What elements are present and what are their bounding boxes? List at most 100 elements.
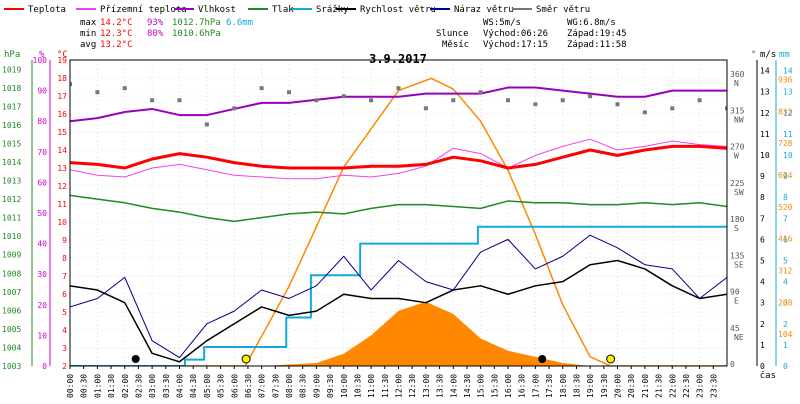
legend-label-2: Vlhkost — [198, 5, 236, 15]
tick-degc: 9 — [62, 236, 67, 245]
tick-x: 13:00 — [422, 374, 431, 398]
tick-x: 11:30 — [381, 374, 390, 398]
wind-direction-point-0 — [70, 82, 72, 87]
tick-hpa: 1014 — [2, 158, 21, 167]
legend: Teplota Přízemní teplota Vlhkost Tlak Srážky… — [4, 5, 590, 15]
series-sun-measured-area — [70, 301, 727, 366]
wind-direction-point-16 — [506, 98, 510, 103]
tick-x: 04:30 — [189, 374, 198, 398]
stats-avg-temp: 13.2°C — [100, 40, 133, 50]
tick-x: 23:30 — [709, 374, 718, 398]
legend-label-3: Tlak — [272, 5, 294, 15]
plot-area — [70, 77, 727, 366]
tick-ms: 2 — [760, 320, 765, 329]
tick-dir-name: NE — [734, 333, 744, 342]
tick-x: 16:30 — [518, 374, 527, 398]
tick-x: 17:00 — [531, 374, 540, 398]
tick-ms: 5 — [760, 256, 765, 265]
tick-ms: 11 — [760, 130, 770, 139]
tick-x: 22:30 — [682, 374, 691, 398]
tick-x: 10:30 — [353, 374, 362, 398]
tick-dir-name: N — [734, 79, 739, 88]
tick-pct: 90 — [37, 87, 47, 96]
tick-x: 05:00 — [203, 374, 212, 398]
series-line-sr-ky — [70, 225, 727, 366]
tick-x: 15:30 — [490, 374, 499, 398]
tick-dir: 135 — [730, 251, 745, 260]
tick-hpa: 1005 — [2, 325, 21, 334]
wind-direction-point-15 — [478, 90, 483, 95]
moonrise-marker — [538, 355, 547, 363]
tick-hpa: 1009 — [2, 251, 21, 260]
tick-pct: 50 — [37, 209, 47, 218]
axis-label-dir: ° — [751, 50, 756, 60]
tick-x: 03:30 — [162, 374, 171, 398]
tick-degc: 14 — [57, 146, 67, 155]
tick-pct: 100 — [33, 56, 48, 65]
wind-direction-point-24 — [725, 106, 727, 111]
tick-mm: 6 — [783, 235, 788, 244]
wind-direction-point-2 — [122, 86, 127, 91]
stats-max-press: 1012.7hPa — [172, 18, 221, 28]
wind-direction-point-11 — [369, 98, 374, 103]
tick-degc: 19 — [57, 56, 67, 65]
tick-mm: 10 — [783, 151, 793, 160]
sunrise-marker — [241, 354, 251, 364]
tick-x: 01:00 — [93, 374, 102, 398]
tick-degc: 13 — [57, 164, 67, 173]
tick-mm: 3 — [783, 299, 788, 308]
wind-direction-point-9 — [314, 98, 319, 103]
tick-x: 14:30 — [463, 374, 472, 398]
tick-sun: 728 — [778, 139, 793, 148]
tick-ms: 10 — [760, 151, 770, 160]
series-line-p-zemn-teplota — [70, 138, 727, 180]
tick-x: 14:00 — [449, 374, 458, 398]
tick-mm: 4 — [783, 278, 788, 287]
stats-max-temp: 14.2°C — [100, 18, 133, 28]
tick-sun: 416 — [778, 235, 793, 244]
tick-degc: 17 — [57, 92, 67, 101]
tick-x: 07:30 — [271, 374, 280, 398]
tick-hpa: 1007 — [2, 288, 21, 297]
legend-label-0: Teplota — [28, 5, 66, 15]
tick-hpa: 1010 — [2, 232, 21, 241]
wind-direction-point-12 — [396, 86, 401, 91]
tick-mm: 8 — [783, 193, 788, 202]
wind-direction-point-10 — [341, 94, 346, 99]
tick-dir-name: W — [734, 152, 739, 161]
tick-pct: 60 — [37, 178, 47, 187]
tick-dir: 360 — [730, 70, 745, 79]
tick-sun: 104 — [778, 330, 793, 339]
tick-x: 05:30 — [217, 374, 226, 398]
stats-panel: max 14.2°C 93% 1012.7hPa 6.6mm min 12.3°… — [80, 18, 627, 50]
tick-hpa: 1013 — [2, 177, 21, 186]
tick-pct: 30 — [37, 270, 47, 279]
tick-x: 06:00 — [230, 374, 239, 398]
tick-x: 12:00 — [395, 374, 404, 398]
tick-x: 01:30 — [107, 374, 116, 398]
series-line-slune-n-z-en- — [70, 77, 727, 366]
tick-mm: 5 — [783, 256, 788, 265]
tick-mm: 11 — [783, 130, 793, 139]
stats-ws: WS:5m/s — [483, 18, 521, 28]
tick-x: 19:30 — [600, 374, 609, 398]
stats-avg-label: avg — [80, 40, 96, 50]
stats-min-press: 1010.6hPa — [172, 29, 221, 39]
axes: 1003100410051006100710081009101010111012… — [2, 56, 793, 398]
sun-moon-markers — [131, 354, 616, 364]
axis-label-hpa: hPa — [4, 50, 20, 60]
tick-hpa: 1018 — [2, 84, 21, 93]
tick-x: 18:00 — [559, 374, 568, 398]
tick-sun: 624 — [778, 171, 793, 180]
sunset-marker — [606, 354, 616, 364]
tick-hpa: 1011 — [2, 214, 21, 223]
tick-degc: 7 — [62, 272, 67, 281]
tick-x: 07:00 — [258, 374, 267, 398]
tick-x: 23:00 — [696, 374, 705, 398]
tick-ms: 4 — [760, 278, 765, 287]
tick-degc: 12 — [57, 182, 67, 191]
wind-direction-point-23 — [697, 98, 702, 103]
series-line-vlhkost — [70, 86, 727, 123]
